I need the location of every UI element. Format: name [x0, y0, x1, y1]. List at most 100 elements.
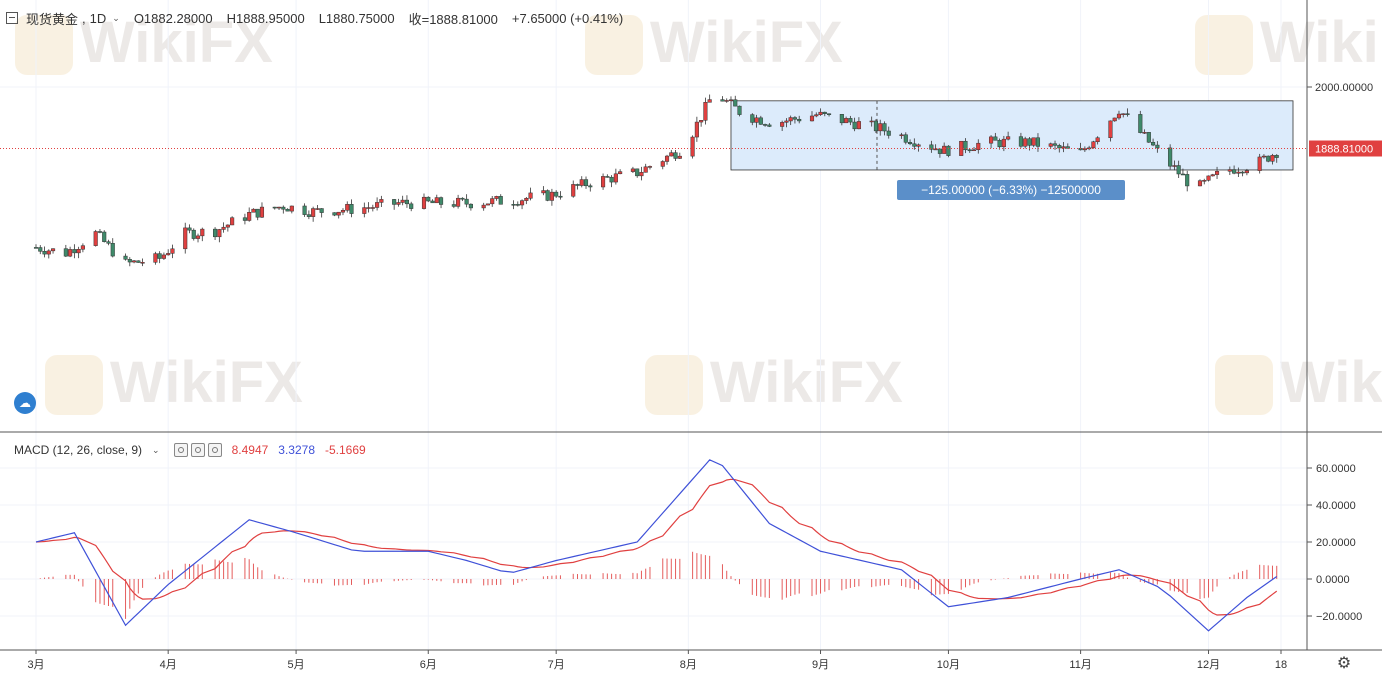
gear-icon[interactable]: ⚙ [1336, 655, 1352, 672]
candle-body [498, 196, 503, 205]
remove-icon[interactable] [207, 443, 222, 457]
candle-body [1112, 117, 1117, 122]
candle-body [1244, 170, 1249, 174]
cloud-icon[interactable]: ☁ [14, 392, 36, 414]
candle-body [754, 117, 759, 123]
signal-line-value: -5.1669 [325, 443, 366, 457]
candle-body [558, 195, 563, 198]
candle-body [1065, 146, 1070, 149]
candle-body [673, 152, 678, 159]
symbol-selector[interactable]: 现货黄金, 1D ⌄ [26, 10, 120, 27]
candle-body [588, 185, 593, 188]
measure-label-bg [897, 180, 1125, 200]
time-tick-label: 11月 [1069, 659, 1091, 671]
change-value: +7.65000 (+0.41%) [511, 10, 624, 26]
candle-body [1095, 137, 1100, 143]
candle-body [285, 208, 290, 212]
settings-icon[interactable] [190, 443, 205, 457]
candle-body [989, 136, 994, 144]
candle-body [426, 196, 431, 202]
candle-body [993, 136, 998, 141]
candle-body [792, 117, 797, 120]
visibility-icon[interactable] [173, 443, 188, 457]
candle-body [856, 121, 861, 130]
macd-line [35, 459, 1278, 632]
candle-body [396, 202, 401, 205]
candle-body [797, 118, 802, 122]
candle-body [221, 226, 226, 230]
time-tick-label: 9月 [812, 659, 829, 671]
symbol-legend: 现货黄金, 1D ⌄ O1882.28000 H1888.95000 L1880… [6, 8, 623, 28]
candle-body [882, 123, 887, 132]
candle-body [319, 208, 324, 213]
candle-body [724, 100, 729, 102]
candle-body [123, 255, 128, 260]
watermark-logo [15, 15, 73, 75]
low-value: L1880.75000 [318, 10, 395, 26]
candle-body [272, 206, 277, 209]
candle-body [515, 204, 520, 206]
candle-body [336, 211, 341, 216]
watermark-logo [1215, 355, 1273, 415]
candle-body [609, 176, 614, 183]
candle-body [903, 134, 908, 143]
candle-body [404, 199, 409, 205]
candle-body [430, 200, 435, 204]
last-price-label: 1888.81000 [1315, 144, 1373, 156]
candle-body [571, 184, 576, 197]
candle-body [1202, 180, 1207, 182]
collapse-icon[interactable] [6, 12, 18, 24]
candle-body [1151, 141, 1156, 146]
candle-body [213, 228, 218, 238]
candle-body [618, 171, 623, 175]
interval-label: 1D [89, 10, 107, 26]
candle-body [132, 260, 137, 263]
macd-label[interactable]: MACD (12, 26, close, 9) [14, 443, 143, 457]
candle-body [366, 207, 371, 209]
watermark-logo [585, 15, 643, 75]
candle-body [511, 204, 516, 206]
candle-body [1206, 175, 1211, 181]
macd-legend: MACD (12, 26, close, 9) ⌄ 8.4947 3.3278 … [14, 442, 366, 458]
candle-body [643, 166, 648, 173]
candle-body [494, 196, 499, 199]
candle-body [554, 191, 559, 197]
candle-body [1197, 180, 1203, 187]
time-tick-label: 5月 [288, 659, 305, 671]
candle-body [136, 260, 141, 263]
candle-body [259, 206, 265, 218]
price-tick-label: 2000.00000 [1315, 82, 1373, 94]
time-tick-label: 4月 [160, 659, 177, 671]
candle-body [183, 227, 188, 250]
candle-body [379, 199, 384, 203]
watermark-text: WikiFX [1280, 350, 1382, 415]
candle-body [541, 190, 546, 194]
candle-body [38, 247, 43, 252]
candle-body [451, 204, 456, 207]
candle-body [490, 198, 495, 205]
candle-body [332, 212, 337, 216]
candle-body [345, 204, 350, 211]
candle-body [362, 207, 367, 214]
candle-body [869, 120, 874, 123]
candle-body [1180, 173, 1185, 176]
candle-body [1138, 114, 1143, 133]
symbol-name: 现货黄金 [26, 11, 79, 27]
candle-body [605, 176, 610, 178]
candle-body [601, 176, 606, 188]
candle-body [630, 168, 635, 172]
candle-body [439, 197, 444, 205]
candle-body [549, 191, 554, 201]
chevron-down-icon[interactable]: ⌄ [152, 444, 160, 455]
time-tick-label: 6月 [420, 659, 437, 671]
candle-body [647, 166, 653, 168]
candle-body [844, 118, 849, 124]
candle-body [251, 208, 256, 213]
chevron-down-icon[interactable]: ⌄ [112, 12, 120, 23]
candle-body [72, 249, 77, 254]
candle-body [1155, 144, 1160, 149]
candle-body [1061, 146, 1066, 149]
candle-body [575, 184, 580, 186]
candle-body [349, 204, 354, 214]
